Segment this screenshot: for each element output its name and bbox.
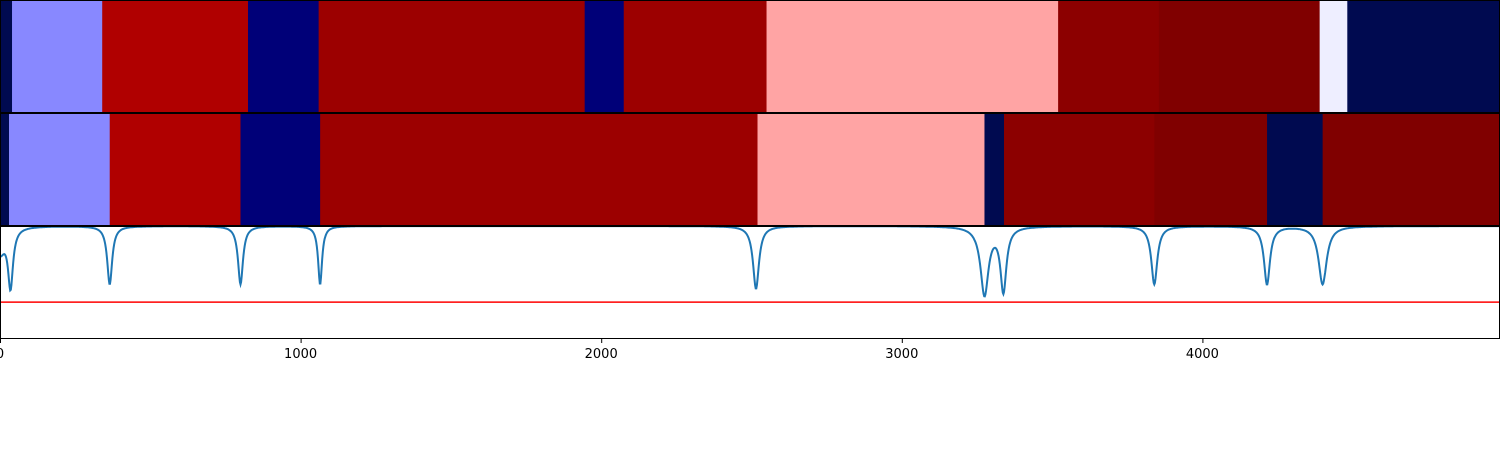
heatmap-segment [320, 113, 759, 225]
heatmap-segment [0, 113, 10, 225]
heatmap-segment [1158, 0, 1321, 112]
heatmap-segment [984, 113, 1005, 225]
heatmap-segment [1154, 113, 1268, 225]
heatmap-segment [240, 113, 321, 225]
x-axis: 0 1000 2000 3000 4000 [0, 338, 1219, 362]
x-tick-label: 3000 [885, 347, 918, 362]
heatmap-segment [0, 0, 13, 112]
x-tick-label: 1000 [284, 347, 317, 362]
heatmap-segment [109, 113, 241, 225]
heatmap-segment [1347, 0, 1500, 112]
x-tick-label: 0 [0, 347, 4, 362]
heatmap-segment [318, 0, 586, 112]
heatmap-segment [12, 0, 103, 112]
heatmap-segment [623, 0, 768, 112]
heatmap-segment [757, 113, 985, 225]
heatmap-segment [247, 0, 320, 112]
x-tick-label: 4000 [1186, 347, 1219, 362]
heatmap-segment [584, 0, 625, 112]
heatmap-segment [766, 0, 1059, 112]
heatmap-segment [1004, 113, 1155, 225]
heatmap-segment [1322, 113, 1500, 225]
heatmap-segment [9, 113, 111, 225]
heatmap-segment [1267, 113, 1324, 225]
heatmap-segment [102, 0, 249, 112]
heatmap-segment [1319, 0, 1348, 112]
signal-plot [0, 226, 1500, 338]
heatmap-segment [1058, 0, 1160, 112]
x-tick-label: 2000 [585, 347, 618, 362]
heatmap-row-top [0, 0, 1500, 112]
signal-line [0, 226, 1500, 298]
heatmap-row-middle [0, 113, 1500, 225]
